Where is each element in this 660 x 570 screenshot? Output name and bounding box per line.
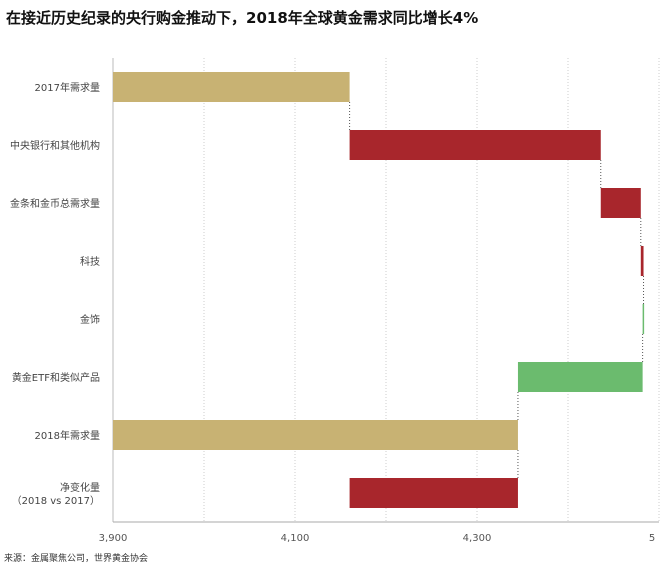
source-note: 来源：金属聚焦公司，世界黄金协会 bbox=[4, 554, 149, 564]
category-label: 净变化量 bbox=[60, 481, 100, 494]
category-label: 黄金ETF和类似产品 bbox=[12, 371, 100, 384]
bar bbox=[349, 130, 601, 160]
bar bbox=[113, 420, 518, 450]
bar bbox=[640, 246, 644, 276]
category-label: 金饰 bbox=[80, 313, 100, 326]
x-tick-label: 3,900 bbox=[99, 533, 128, 544]
category-label: 中央银行和其他机构 bbox=[10, 139, 100, 152]
category-label: 金条和金币总需求量 bbox=[10, 197, 100, 210]
category-label: （2018 vs 2017） bbox=[12, 495, 100, 507]
category-label: 科技 bbox=[80, 255, 100, 268]
chart-title: 在接近历史纪录的央行购金推动下，2018年全球黄金需求同比增长4% bbox=[6, 9, 479, 27]
x-tick-label: 5 bbox=[649, 533, 655, 544]
x-tick-label: 4,100 bbox=[281, 533, 310, 544]
bar bbox=[642, 304, 645, 334]
category-label: 2017年需求量 bbox=[35, 81, 100, 94]
bar bbox=[517, 362, 643, 392]
bar bbox=[349, 478, 518, 508]
bar bbox=[113, 72, 350, 102]
category-label: 2018年需求量 bbox=[35, 429, 100, 442]
x-tick-label: 4,300 bbox=[463, 533, 492, 544]
bar bbox=[600, 188, 641, 218]
